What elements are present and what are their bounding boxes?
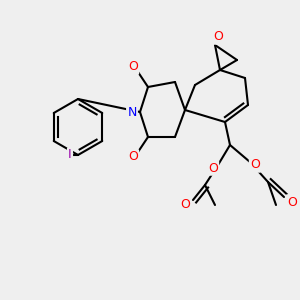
- Text: O: O: [213, 31, 223, 44]
- Text: O: O: [128, 61, 138, 74]
- Text: O: O: [287, 196, 297, 208]
- Text: O: O: [250, 158, 260, 172]
- Text: O: O: [128, 151, 138, 164]
- Text: N: N: [127, 106, 137, 118]
- Text: O: O: [180, 199, 190, 212]
- Text: O: O: [208, 161, 218, 175]
- Text: I: I: [68, 148, 72, 161]
